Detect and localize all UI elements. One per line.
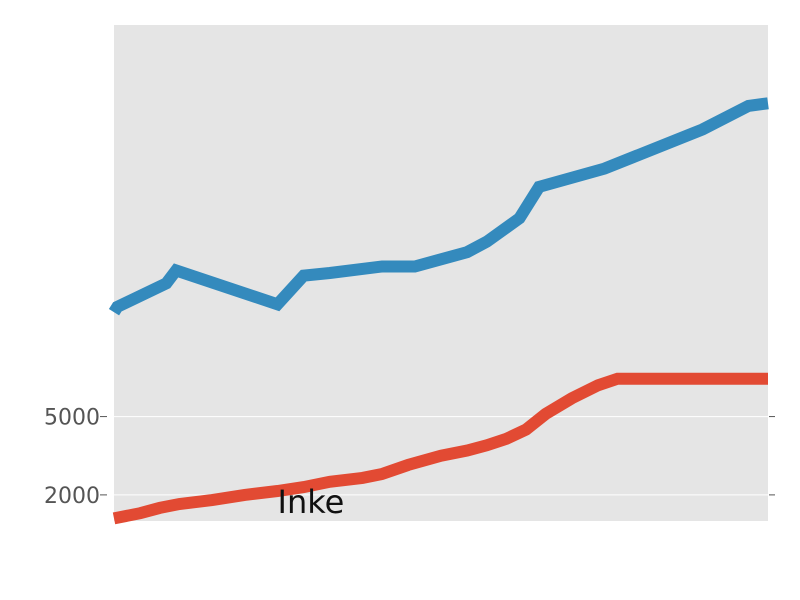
y-tick-label-5000: 5000: [44, 406, 100, 431]
series-lines: [108, 97, 769, 525]
y-axis-ticks: 2000 5000: [44, 406, 775, 509]
y-tick-label-2000: 2000: [44, 484, 100, 509]
series-line-1: [108, 97, 769, 316]
annotations: Inke: [278, 483, 345, 521]
series-line-2: [112, 372, 768, 525]
plot-area: [114, 25, 768, 521]
annotation-label-1: Inke: [278, 483, 345, 521]
